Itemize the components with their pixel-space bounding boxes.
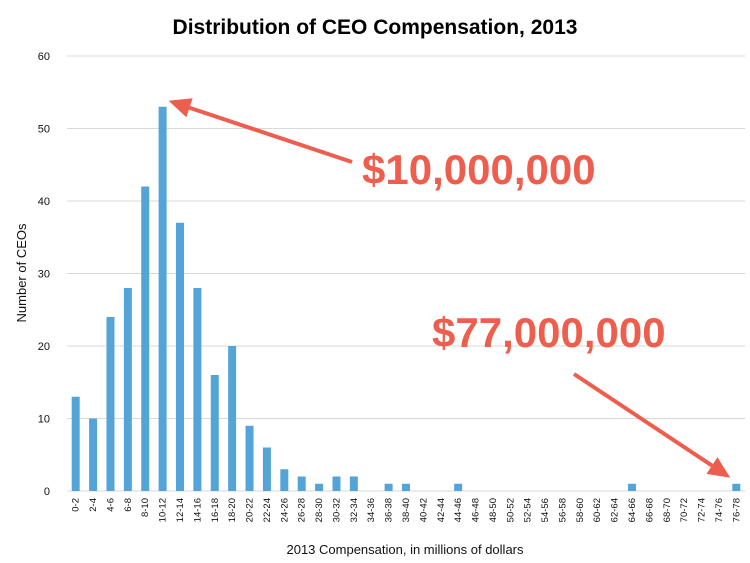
bar-2-4 <box>89 418 98 491</box>
x-tick-label: 32-34 <box>349 498 360 522</box>
annotation-arrow <box>188 105 353 164</box>
x-tick-label: 0-2 <box>71 498 82 512</box>
bar-18-20 <box>228 346 237 491</box>
bar-4-6 <box>106 317 115 491</box>
x-tick-label: 72-74 <box>697 498 708 522</box>
bar-14-16 <box>193 288 202 491</box>
annotation-arrowhead <box>168 98 193 118</box>
bar-64-66 <box>628 483 636 491</box>
x-tick-label: 28-30 <box>314 498 325 522</box>
bar-44-46 <box>454 483 463 491</box>
x-tick-label: 30-32 <box>331 498 342 522</box>
x-tick-label: 64-66 <box>627 498 638 522</box>
x-tick-label: 34-36 <box>366 498 377 522</box>
annotation-arrowhead <box>706 457 731 478</box>
x-tick-label: 22-24 <box>262 498 273 522</box>
x-tick-label: 18-20 <box>227 498 238 522</box>
chart-title: Distribution of CEO Compensation, 2013 <box>173 16 578 39</box>
annotation-label: $77,000,000 <box>432 309 666 356</box>
bar-76-78 <box>732 483 741 491</box>
gridlines <box>67 55 745 492</box>
bar-28-30 <box>315 483 324 491</box>
bar-22-24 <box>262 447 271 491</box>
bar-12-14 <box>176 222 184 491</box>
bar-10-12 <box>158 106 167 491</box>
bar-8-10 <box>141 186 150 491</box>
x-tick-label: 12-14 <box>175 498 186 522</box>
y-tick-label: 60 <box>38 51 50 63</box>
x-tick-label: 60-62 <box>592 498 603 522</box>
annotation-label: $10,000,000 <box>362 146 596 193</box>
x-tick-labels: 0-2 2-4 4-6 6-8 8-10 10-12 12-14 14-16 16-18 18-2… <box>71 498 743 522</box>
x-axis-label: 2013 Compensation, in millions of dollar… <box>286 542 524 557</box>
x-tick-label: 4-6 <box>105 498 116 512</box>
x-tick-label: 50-52 <box>505 498 516 522</box>
x-tick-label: 38-40 <box>401 498 412 522</box>
bar-32-34 <box>349 476 358 491</box>
x-tick-label: 14-16 <box>192 498 203 522</box>
x-tick-label: 44-46 <box>453 498 464 522</box>
bar-30-32 <box>332 476 341 491</box>
bar-16-18 <box>210 375 219 491</box>
x-tick-label: 8-10 <box>140 498 151 517</box>
annotation-arrow <box>572 372 714 468</box>
bar-36-38 <box>384 483 393 491</box>
x-tick-label: 24-26 <box>279 498 290 522</box>
x-tick-label: 16-18 <box>210 498 221 522</box>
y-tick-label: 10 <box>38 414 50 426</box>
y-tick-label: 0 <box>44 486 50 498</box>
x-tick-label: 58-60 <box>575 498 586 522</box>
x-tick-label: 10-12 <box>158 498 169 522</box>
x-tick-label: 52-54 <box>523 498 534 522</box>
bar-20-22 <box>245 425 254 491</box>
x-tick-label: 74-76 <box>714 498 725 522</box>
bars <box>71 106 741 491</box>
bar-6-8 <box>123 288 132 491</box>
x-tick-label: 70-72 <box>679 498 690 522</box>
y-tick-label: 40 <box>38 196 50 208</box>
x-tick-label: 56-58 <box>557 498 568 522</box>
x-tick-label: 68-70 <box>662 498 673 522</box>
bar-0-2 <box>71 396 80 491</box>
y-tick-label: 20 <box>38 341 50 353</box>
x-tick-label: 26-28 <box>297 498 308 522</box>
x-tick-label: 20-22 <box>245 498 256 522</box>
bar-24-26 <box>280 469 289 491</box>
y-tick-label: 50 <box>38 124 50 136</box>
x-tick-label: 62-64 <box>610 498 621 522</box>
x-tick-label: 6-8 <box>123 498 134 512</box>
bar-38-40 <box>402 483 410 491</box>
y-tick-labels: 0 10 20 30 40 50 60 <box>38 51 50 498</box>
x-tick-label: 42-44 <box>436 498 447 522</box>
x-tick-label: 40-42 <box>418 498 429 522</box>
y-axis-label: Number of CEOs <box>14 223 29 322</box>
x-tick-label: 36-38 <box>384 498 395 522</box>
y-tick-label: 30 <box>38 269 50 281</box>
x-tick-label: 46-48 <box>471 498 482 522</box>
x-tick-label: 76-78 <box>731 498 742 522</box>
x-tick-label: 2-4 <box>88 498 99 512</box>
x-tick-label: 54-56 <box>540 498 551 522</box>
annotations: $10,000,000 $77,000,000 <box>168 98 731 478</box>
x-tick-label: 48-50 <box>488 498 499 522</box>
x-tick-label: 66-68 <box>644 498 655 522</box>
bar-26-28 <box>297 476 306 491</box>
